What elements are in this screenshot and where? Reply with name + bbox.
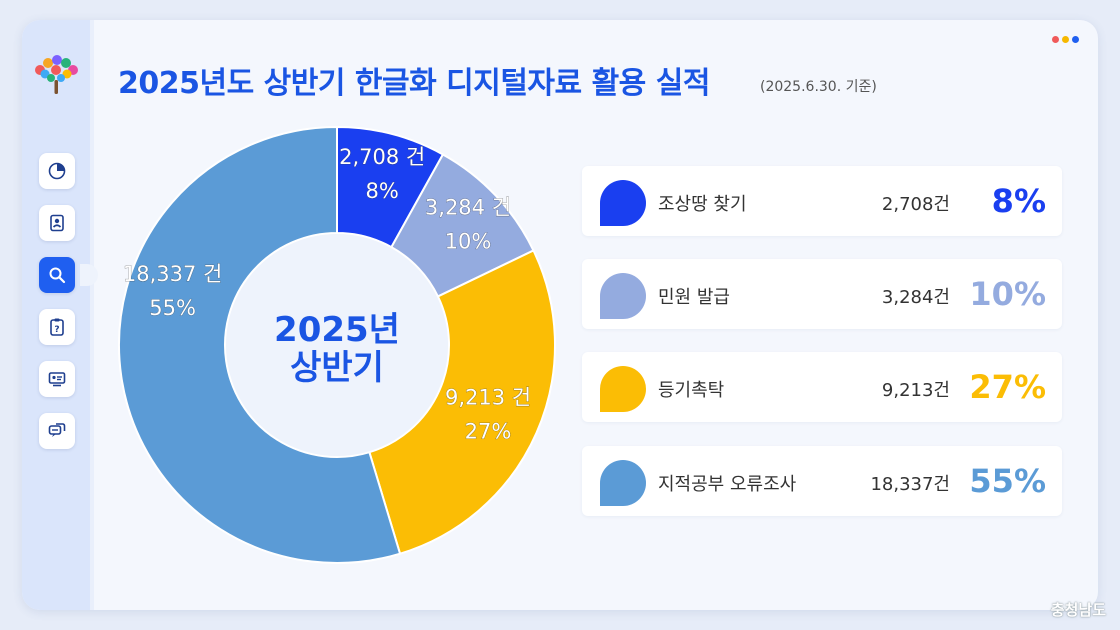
nav-records-button[interactable] (39, 361, 75, 397)
slice-percent-label: 8% (366, 179, 399, 203)
legend-label: 민원 발급 (658, 287, 730, 308)
svg-text:?: ? (54, 325, 59, 335)
nav-personnel-button[interactable] (39, 205, 75, 241)
sidebar-divider (90, 20, 94, 610)
slice-count-label: 9,213 건 (445, 385, 531, 409)
slice-count-label: 18,337 건 (123, 262, 222, 286)
legend-row: 민원 발급 3,284건 10% (582, 259, 1062, 329)
legend-count: 2,708건 (881, 194, 950, 215)
dot-red (1052, 36, 1059, 43)
legend-count: 18,337건 (870, 474, 950, 495)
pie-chart-icon (48, 162, 66, 180)
donut-slice (368, 249, 556, 555)
center-label: 2025년 (274, 310, 400, 350)
legend-percent: 10% (969, 275, 1046, 313)
donut-chart: 2,708 건 8% 3,284 건 10% 9,213 건 27% 18,337 건 55%… (118, 125, 556, 564)
drop-marker-icon (600, 180, 646, 226)
footer-watermark: 충청남도 (1050, 601, 1106, 619)
chat-bubbles-icon (48, 423, 66, 437)
tree-logo-icon (35, 55, 78, 94)
nav-inquiry-button[interactable]: ? (39, 309, 75, 345)
legend-percent: 55% (969, 462, 1046, 500)
donut-slice (118, 125, 402, 564)
page-subtitle: (2025.6.30. 기준) (760, 79, 877, 95)
monitor-id-icon (48, 372, 66, 387)
slice-count-label: 3,284 건 (425, 196, 511, 220)
legend-percent: 27% (969, 368, 1046, 406)
legend-count: 9,213건 (881, 380, 950, 401)
nav-statistics-button[interactable] (39, 153, 75, 189)
slice-percent-label: 27% (465, 419, 512, 443)
document-person-icon (50, 214, 64, 232)
drop-marker-icon (600, 366, 646, 412)
center-label: 상반기 (290, 348, 384, 388)
clipboard-question-icon: ? (50, 318, 64, 336)
search-icon (49, 267, 66, 284)
drop-marker-icon (600, 273, 646, 319)
legend-row: 지적공부 오류조사 18,337건 55% (582, 446, 1062, 516)
slice-count-label: 2,708 건 (339, 145, 425, 169)
dashboard-card: ? 2025년도 상반기 한글화 디지털자료 활용 실적 (2025.6.30.… (22, 20, 1098, 610)
dot-blue (1072, 36, 1079, 43)
legend-row: 조상땅 찾기 2,708건 8% (582, 166, 1062, 236)
active-indicator (80, 264, 98, 286)
nav-chat-button[interactable] (39, 413, 75, 449)
legend-row: 등기촉탁 9,213건 27% (582, 352, 1062, 422)
legend-count: 3,284건 (881, 287, 950, 308)
window-dots (1052, 36, 1079, 43)
donut-center (226, 234, 448, 456)
dot-yellow (1062, 36, 1069, 43)
slice-percent-label: 10% (445, 230, 492, 254)
legend-percent: 8% (991, 182, 1046, 220)
page-title: 2025년도 상반기 한글화 디지털자료 활용 실적 (118, 66, 710, 101)
drop-marker-icon (600, 460, 646, 506)
slice-percent-label: 55% (149, 296, 196, 320)
nav-search-button[interactable] (39, 257, 75, 293)
legend-label: 등기촉탁 (658, 380, 725, 401)
legend-label: 조상땅 찾기 (658, 194, 747, 215)
legend-label: 지적공부 오류조사 (658, 474, 797, 495)
